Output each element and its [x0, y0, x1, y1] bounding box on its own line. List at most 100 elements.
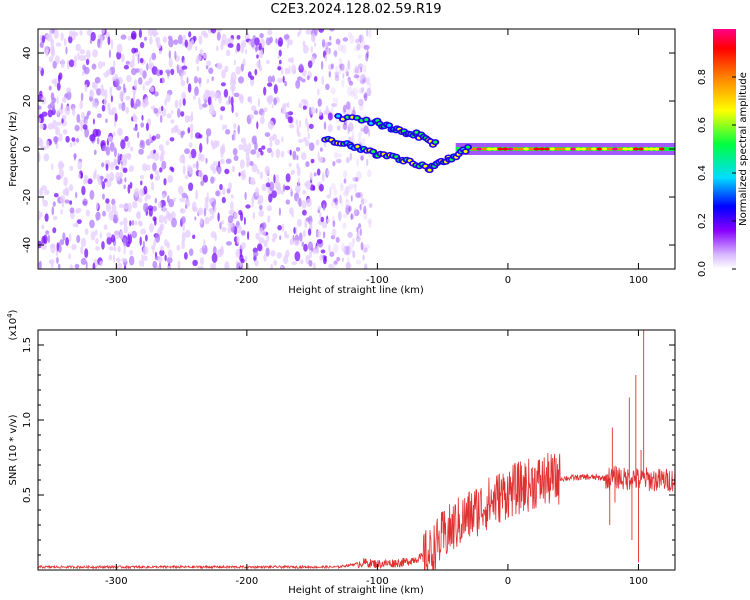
noise-blob [359, 79, 366, 85]
noise-blob [56, 121, 62, 127]
noise-blob [273, 84, 278, 95]
noise-blob [186, 201, 191, 207]
noise-blob [180, 111, 185, 117]
noise-blob [355, 236, 361, 243]
noise-blob [76, 113, 81, 123]
noise-blob [326, 170, 330, 176]
noise-blob [69, 200, 73, 205]
noise-blob [320, 60, 324, 70]
noise-blob [128, 234, 132, 245]
noise-blob [362, 64, 367, 73]
noise-blob [250, 149, 257, 155]
noise-blob [233, 123, 237, 129]
noise-blob [140, 180, 143, 186]
noise-blob [259, 116, 265, 125]
noise-blob [148, 208, 153, 217]
noise-blob [255, 187, 260, 197]
noise-blob [253, 110, 259, 115]
noise-blob [225, 49, 231, 57]
noise-blob [335, 97, 338, 107]
noise-blob [364, 263, 368, 269]
noise-blob [287, 116, 293, 124]
noise-blob [345, 198, 349, 203]
noise-blob [283, 34, 290, 40]
noise-blob [284, 185, 291, 191]
noise-blob [129, 249, 133, 256]
noise-blob [102, 210, 106, 217]
noise-blob [123, 203, 129, 210]
noise-blob [174, 99, 179, 109]
noise-blob [355, 192, 361, 198]
y-tick-label: 1.0 [22, 412, 33, 428]
noise-blob [170, 68, 175, 76]
noise-blob [322, 203, 325, 209]
noise-blob [314, 42, 317, 47]
noise-blob [347, 123, 354, 132]
noise-blob [352, 176, 358, 182]
noise-blob [41, 111, 48, 117]
noise-blob [350, 213, 353, 220]
noise-blob [341, 200, 344, 207]
noise-blob [236, 42, 241, 52]
noise-blob [360, 73, 366, 84]
noise-blob [110, 95, 113, 103]
carrier-blob [643, 147, 650, 151]
noise-blob [309, 249, 312, 259]
noise-blob [97, 38, 101, 49]
noise-blob [307, 228, 312, 236]
noise-blob [122, 237, 127, 247]
noise-blob [227, 215, 234, 224]
noise-blob [140, 228, 147, 235]
noise-blob [250, 180, 256, 185]
noise-blob [45, 230, 50, 235]
noise-blob [71, 137, 76, 142]
noise-blob [103, 72, 109, 78]
noise-blob [142, 84, 145, 91]
noise-blob [111, 234, 116, 243]
noise-blob [142, 102, 145, 107]
noise-blob [356, 170, 362, 181]
noise-blob [232, 148, 238, 156]
noise-blob [139, 41, 145, 49]
noise-blob [129, 181, 133, 189]
noise-blob [326, 48, 331, 55]
noise-blob [283, 255, 289, 265]
noise-blob [127, 202, 132, 213]
noise-blob [305, 180, 312, 190]
noise-blob [166, 241, 170, 249]
noise-blob [119, 203, 124, 209]
noise-blob [337, 158, 342, 164]
noise-blob [238, 144, 244, 151]
noise-blob [64, 186, 70, 197]
noise-blob [317, 205, 322, 211]
x-tick-label: -100 [366, 576, 389, 587]
carrier-blob [507, 147, 514, 151]
noise-blob [75, 209, 80, 214]
noise-blob [62, 96, 67, 103]
noise-blob [167, 175, 174, 183]
noise-blob [107, 136, 114, 142]
noise-blob [251, 105, 257, 112]
noise-blob [123, 83, 126, 92]
noise-blob [193, 76, 198, 84]
noise-blob [47, 109, 53, 118]
noise-blob [332, 97, 336, 103]
noise-blob [319, 254, 324, 261]
noise-blob [219, 222, 222, 230]
noise-blob [106, 172, 109, 180]
noise-blob [250, 75, 255, 81]
noise-blob [235, 248, 241, 258]
trace-core [364, 118, 369, 122]
noise-blob [288, 162, 292, 167]
noise-blob [153, 152, 160, 162]
noise-blob [221, 33, 227, 44]
noise-blob [206, 135, 209, 145]
noise-blob [171, 217, 177, 228]
noise-blob [128, 165, 134, 173]
noise-blob [363, 205, 367, 215]
noise-blob [327, 112, 333, 121]
noise-blob [332, 198, 337, 203]
carrier-blob [596, 147, 603, 151]
carrier-blob [617, 147, 624, 151]
noise-blob [77, 219, 82, 225]
